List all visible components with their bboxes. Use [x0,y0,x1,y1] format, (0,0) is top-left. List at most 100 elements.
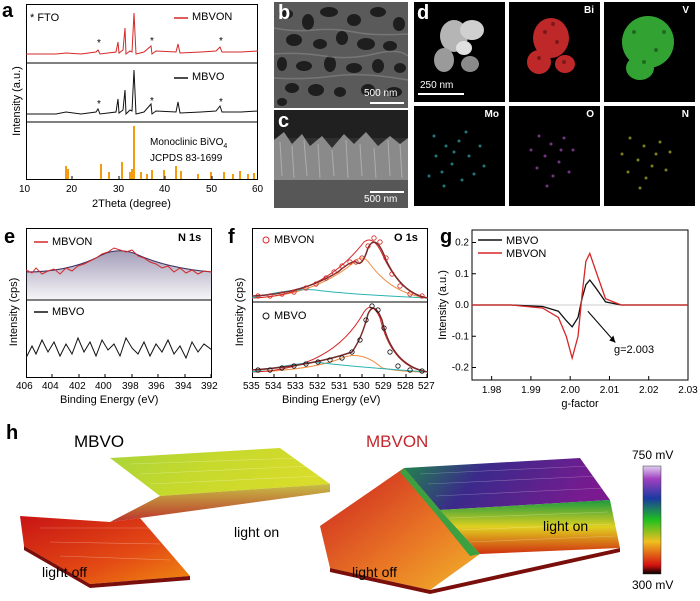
legend-mbvon: MBVON [274,234,315,246]
y-tick-label: 0.1 [455,269,469,280]
epr-chart: 1.98 1.99 2.00 2.01 2.02 2.03 -0.2 -0.1 0.0 0.1 0.… [438,229,698,410]
axis-xlabel: Binding Energy (eV) [282,394,381,406]
spectrum-title: N 1s [178,232,202,244]
xtick: 10 [19,184,31,195]
reference-line1: Monoclinic BiVO4 [150,137,228,150]
axis-ylabel: Intensity (cps) [8,277,20,347]
y-tick-label: 0.2 [455,238,469,249]
reference-line2: JCPDS 83-1699 [150,153,223,164]
colorbar-min: 300 mV [632,578,674,592]
panel-g: g 1.98 1.99 2.00 2.01 2.02 2.03 -0.2 -0.1 0.0 0.1… [438,224,700,410]
y-tick-label: 0.0 [455,300,469,311]
xtick: 30 [113,184,125,195]
kpfm-surfaces [20,448,662,594]
legend-mbvo: MBVO [192,71,225,83]
panel-label: g [440,226,453,248]
mbvo-title: MBVO [74,432,125,451]
panel-label: b [278,2,291,24]
x-tick-label: 2.02 [639,385,659,396]
panel-f: f Intensity (cps) [226,224,436,406]
axis-xlabel: 2Theta (degree) [92,198,171,210]
xtick: 400 [95,381,112,392]
legend-label: MBVO [506,235,539,247]
xtick: 528 [397,381,414,392]
annotation-arrow [587,310,616,343]
xtick: 396 [148,381,165,392]
panel-label: c [278,110,290,132]
xtick: 20 [66,184,78,195]
scale-bar-text: 250 nm [420,80,454,91]
light-off-label: light off [42,564,87,580]
x-tick-label: 2.01 [600,385,620,396]
xtick: 534 [265,381,282,392]
light-on-label: light on [234,524,280,540]
panel-e: e Intensity (cps) MBVON MBVO N 1s 406 40… [0,224,225,406]
xtick: 535 [243,381,260,392]
svg-text:*: * [97,38,101,49]
eds-map-o: O [509,106,600,206]
mbvon-xrd-trace [26,12,258,55]
spectrum-title: O 1s [394,232,418,244]
axis-ylabel: Intensity (a.u.) [438,270,449,340]
eds-map-bi: Bi [509,2,600,102]
legend-mbvo: MBVO [52,306,85,318]
xtick: 60 [252,184,264,195]
fto-markers: * * * * * * [97,36,223,110]
axis-xlabel: Binding Energy (eV) [60,394,159,406]
panel-label: d [417,2,430,24]
svg-text:*: * [219,36,223,47]
eds-map-v: V [604,2,695,102]
reference-sticks [65,126,255,179]
legend-mbvon: MBVON [192,11,233,23]
xtick: 50 [206,184,218,195]
xtick: 530 [353,381,370,392]
fto-note: * FTO [30,12,60,24]
xtick: 40 [159,184,171,195]
xtick: 402 [69,381,86,392]
legend-mbvo: MBVO [274,310,307,322]
series-line-mbvon [472,251,688,361]
xtick: 392 [201,381,218,392]
map-label: Bi [584,5,594,16]
sem-cross-section [274,110,408,208]
xtick: 404 [42,381,59,392]
svg-text:*: * [97,99,101,110]
legend-label: MBVON [506,248,546,260]
x-tick-label: 2.03 [678,385,698,396]
xrd-chart: * * * * * * [26,4,258,180]
xtick: 531 [331,381,348,392]
x-tick-label: 1.99 [521,385,541,396]
panel-label: a [2,0,14,22]
eds-map-n: N [604,106,695,206]
xtick: 533 [287,381,304,392]
axis-ylabel: Intensity (a.u.) [11,66,23,136]
svg-text:*: * [219,97,223,108]
epr-annotation: g=2.003 [614,344,655,356]
light-on-label: light on [543,518,589,534]
haadf-image: d 250 nm [414,2,505,102]
scale-bar-text: 500 nm [364,88,398,99]
colorbar [642,465,662,575]
colorbar-max: 750 mV [632,448,674,462]
map-label: O [586,109,594,120]
xtick: 527 [418,381,435,392]
map-label: Mo [484,109,499,120]
mbvon-surface [320,458,620,594]
y-tick-label: -0.2 [452,363,470,374]
scale-bar-text: 500 nm [364,194,398,205]
panel-c: c 500 nm [274,110,408,208]
xtick: 406 [16,381,33,392]
panel-h: h [0,418,700,601]
mbvo-surface [20,448,330,588]
light-off-label: light off [352,564,397,580]
x-tick-label: 1.98 [482,385,502,396]
axis-xlabel: g-factor [561,398,599,410]
panel-b: b 500 nm [274,2,408,108]
svg-text:*: * [150,36,154,47]
xtick: 394 [175,381,192,392]
x-tick-label: 2.00 [560,385,580,396]
panel-label: f [228,226,235,248]
map-label: V [682,5,689,16]
mbvo-xrd-trace [26,69,258,116]
xtick: 398 [122,381,139,392]
